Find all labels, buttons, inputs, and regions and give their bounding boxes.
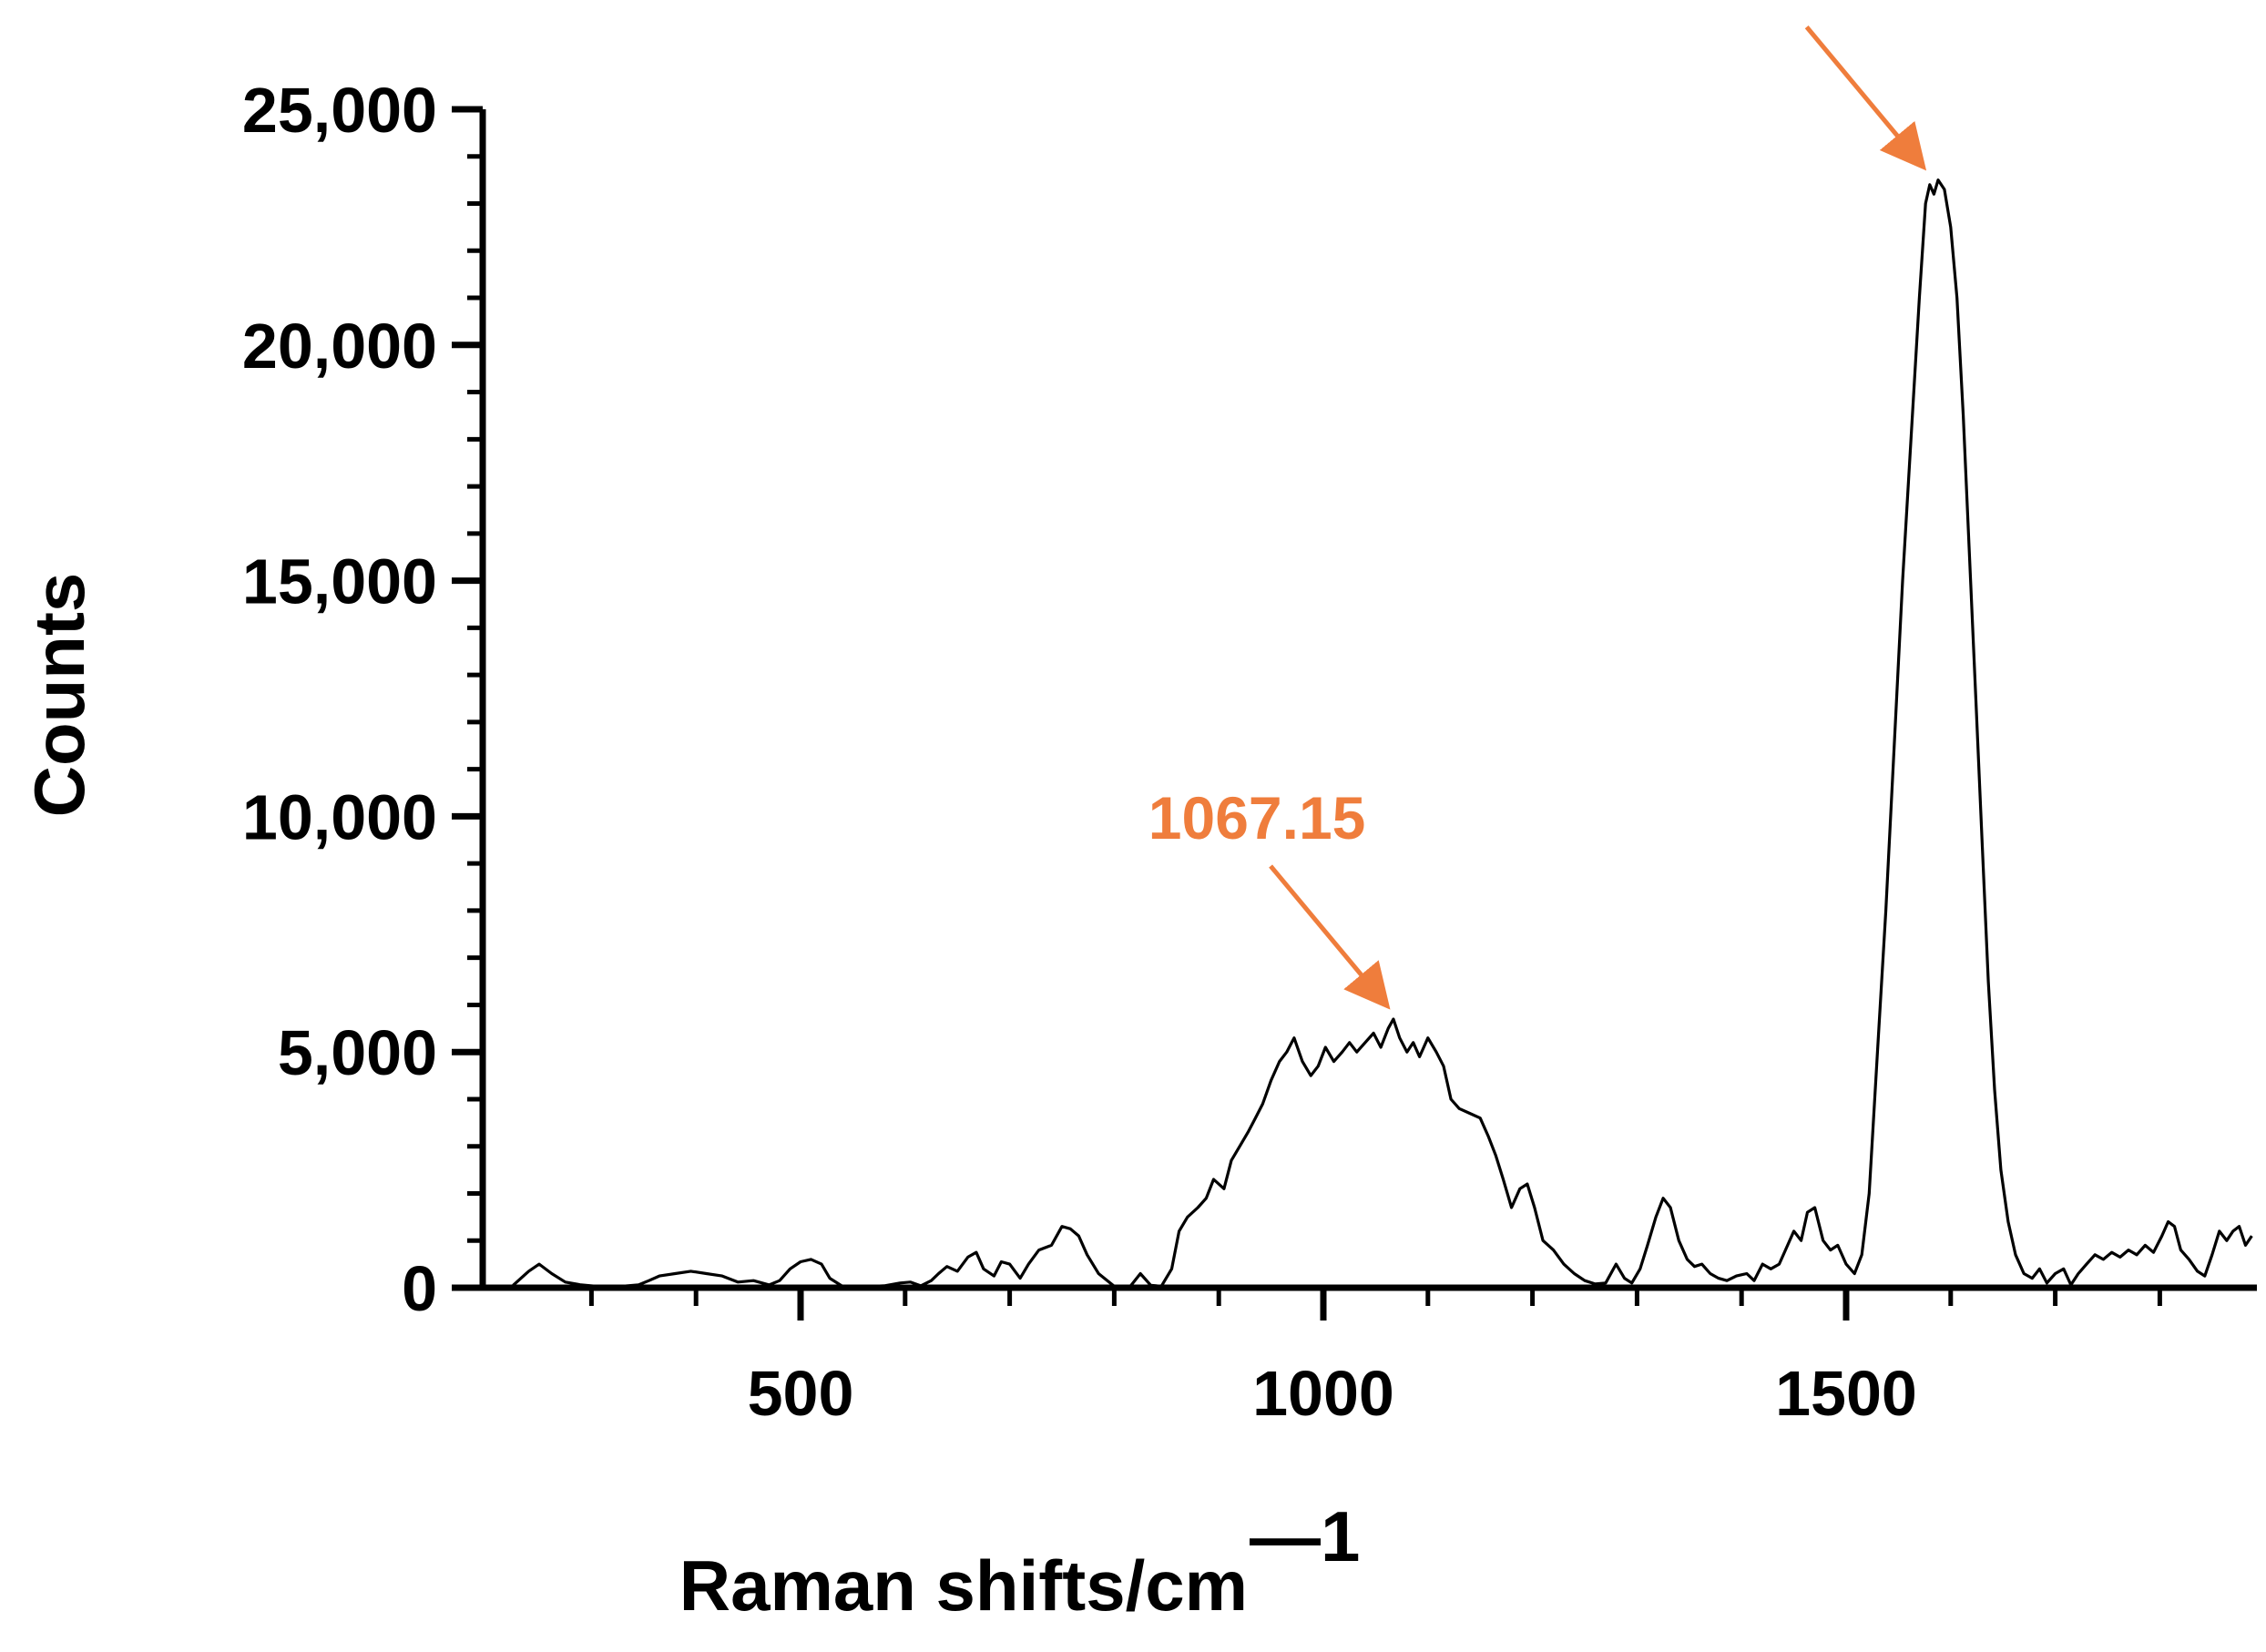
x-tick-label: 1000 xyxy=(1252,1358,1394,1429)
annotation-label: 1579.86 xyxy=(1684,0,1902,13)
y-tick-label: 5,000 xyxy=(278,1017,437,1088)
y-tick-label: 15,000 xyxy=(242,546,437,617)
annotation-arrow xyxy=(1804,25,1927,171)
x-axis-title: Raman shifts/cm xyxy=(679,1545,1248,1626)
y-tick-label: 20,000 xyxy=(242,311,437,382)
x-axis-title-superscript: —1 xyxy=(1250,1496,1360,1576)
annotation-arrow xyxy=(1269,864,1391,1010)
y-axis-title: Counts xyxy=(19,573,99,818)
x-axis: 500 1000 1500 xyxy=(480,1284,2257,1429)
y-tick-label: 0 xyxy=(402,1253,437,1324)
y-axis: 0 5,000 10,000 15,000 20,000 25,000 xyxy=(242,75,486,1324)
spectrum-line xyxy=(512,178,2253,1289)
y-tick-label: 10,000 xyxy=(242,781,437,852)
x-tick-label: 500 xyxy=(748,1358,854,1429)
peak-annotations: 1067.15 1579.86 xyxy=(1148,0,1927,1010)
x-tick-label: 1500 xyxy=(1775,1358,1917,1429)
annotation-label: 1067.15 xyxy=(1148,784,1366,851)
y-tick-label: 25,000 xyxy=(242,75,437,146)
